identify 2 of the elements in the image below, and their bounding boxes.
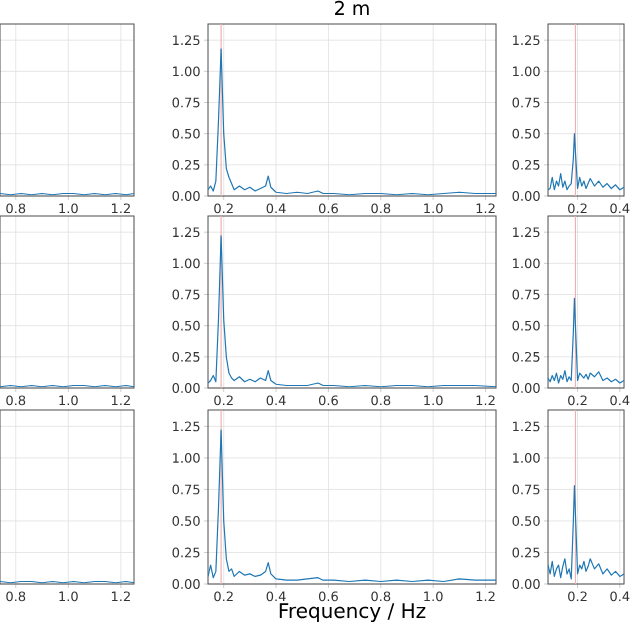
chart-title: 2 m	[335, 0, 369, 15]
x-axis-title: Frequency / Hz	[279, 603, 426, 623]
